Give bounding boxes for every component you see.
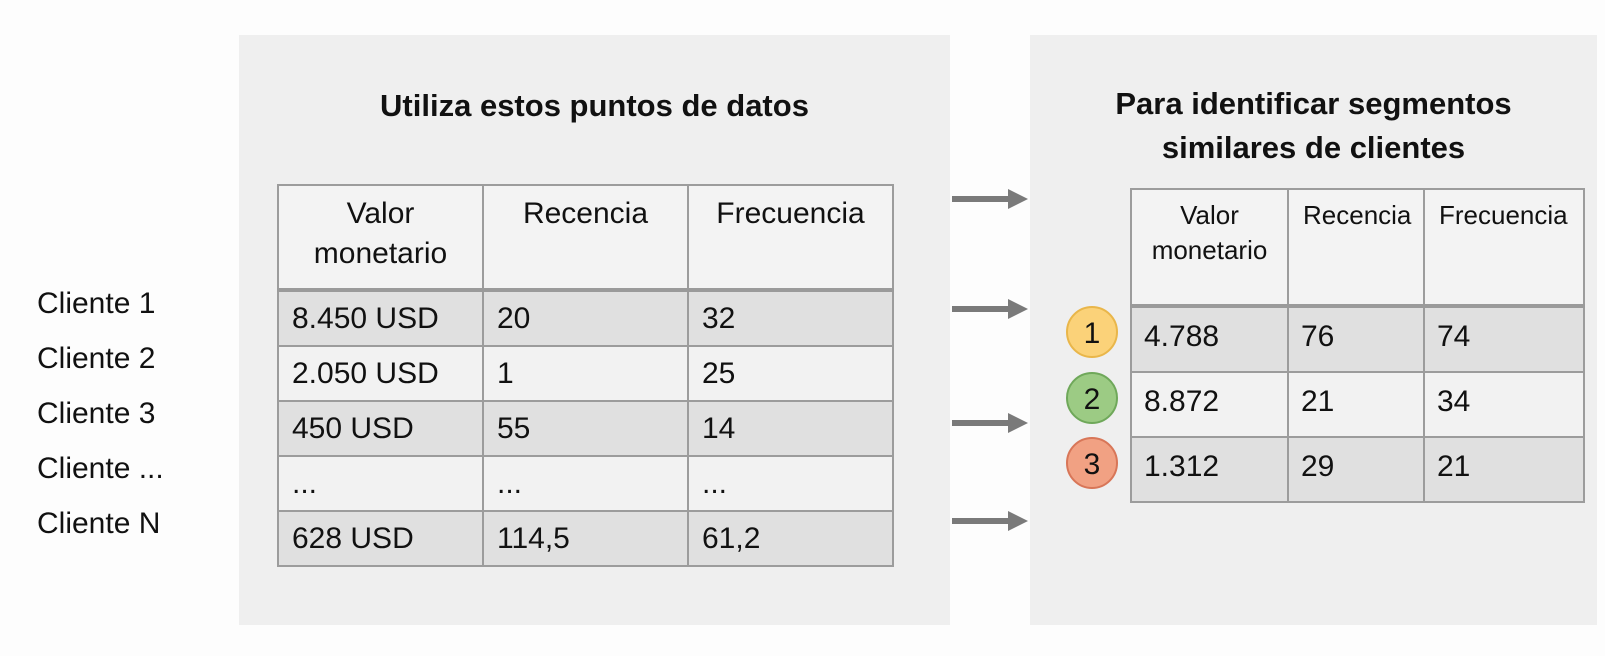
segment-badge-2: 2: [1066, 372, 1118, 424]
cell-frecuencia: 32: [687, 289, 894, 347]
table-row: 8.450 USD 20 32: [277, 289, 894, 347]
segment-badge-3: 3: [1066, 437, 1118, 489]
cell-valor: 8.872: [1130, 371, 1289, 438]
segments-title-line-1: Para identificar segmentos: [1115, 86, 1512, 121]
cell-recencia: 29: [1287, 436, 1425, 503]
cell-recencia: 114,5: [482, 510, 689, 567]
input-panel-title: Utiliza estos puntos de datos: [380, 88, 809, 123]
client-label: Cliente 3: [37, 397, 156, 430]
cell-recencia: 55: [482, 400, 689, 457]
cell-frecuencia: 14: [687, 400, 894, 457]
segments-title-line-2: similares de clientes: [1161, 130, 1466, 165]
header-valor-monetario: Valor monetario: [1130, 188, 1289, 308]
header-line: Valor: [1180, 200, 1239, 230]
table-header-row: Valor monetario Recencia Frecuencia: [277, 184, 894, 292]
right-arrow-icon: [952, 511, 1030, 531]
header-line: Valor: [346, 197, 415, 230]
cell-frecuencia: 61,2: [687, 510, 894, 567]
cell-recencia: 1: [482, 345, 689, 402]
segments-table: Valor monetario Recencia Frecuencia 4.78…: [1130, 188, 1585, 503]
right-arrow-icon: [952, 189, 1030, 209]
segments-panel-title: Para identificar segmentos similares de …: [1030, 82, 1597, 170]
segment-row: 1.312 29 21: [1130, 436, 1585, 503]
segment-row: 4.788 76 74: [1130, 305, 1585, 373]
cell-recencia: 76: [1287, 305, 1425, 373]
header-line: monetario: [313, 237, 448, 270]
header-frecuencia: Frecuencia: [1423, 188, 1585, 308]
segment-badge-1: 1: [1066, 306, 1118, 358]
header-line: monetario: [1151, 235, 1268, 265]
client-label: Cliente N: [37, 507, 161, 540]
table-row: 2.050 USD 1 25: [277, 345, 894, 402]
table-row: 628 USD 114,5 61,2: [277, 510, 894, 567]
table-header-row: Valor monetario Recencia Frecuencia: [1130, 188, 1585, 308]
cell-valor: 628 USD: [277, 510, 484, 567]
cell-valor: ...: [277, 455, 484, 512]
client-label: Cliente 2: [37, 342, 156, 375]
cell-recencia: ...: [482, 455, 689, 512]
cell-valor: 2.050 USD: [277, 345, 484, 402]
segment-row: 8.872 21 34: [1130, 371, 1585, 438]
client-label: Cliente ...: [37, 452, 164, 485]
cell-recencia: 20: [482, 289, 689, 347]
header-recencia: Recencia: [1287, 188, 1425, 308]
right-arrow-icon: [952, 299, 1030, 319]
cell-frecuencia: 74: [1423, 305, 1585, 373]
cell-frecuencia: 34: [1423, 371, 1585, 438]
cell-valor: 8.450 USD: [277, 289, 484, 347]
header-frecuencia: Frecuencia: [687, 184, 894, 292]
table-row: ... ... ...: [277, 455, 894, 512]
cell-frecuencia: 21: [1423, 436, 1585, 503]
cell-recencia: 21: [1287, 371, 1425, 438]
header-recencia: Recencia: [482, 184, 689, 292]
client-label: Cliente 1: [37, 287, 156, 320]
right-arrow-icon: [952, 413, 1030, 433]
table-row: 450 USD 55 14: [277, 400, 894, 457]
cell-frecuencia: ...: [687, 455, 894, 512]
cell-valor: 1.312: [1130, 436, 1289, 503]
cell-valor: 4.788: [1130, 305, 1289, 373]
cell-valor: 450 USD: [277, 400, 484, 457]
client-data-table: Valor monetario Recencia Frecuencia 8.45…: [277, 184, 894, 567]
cell-frecuencia: 25: [687, 345, 894, 402]
header-valor-monetario: Valor monetario: [277, 184, 484, 292]
